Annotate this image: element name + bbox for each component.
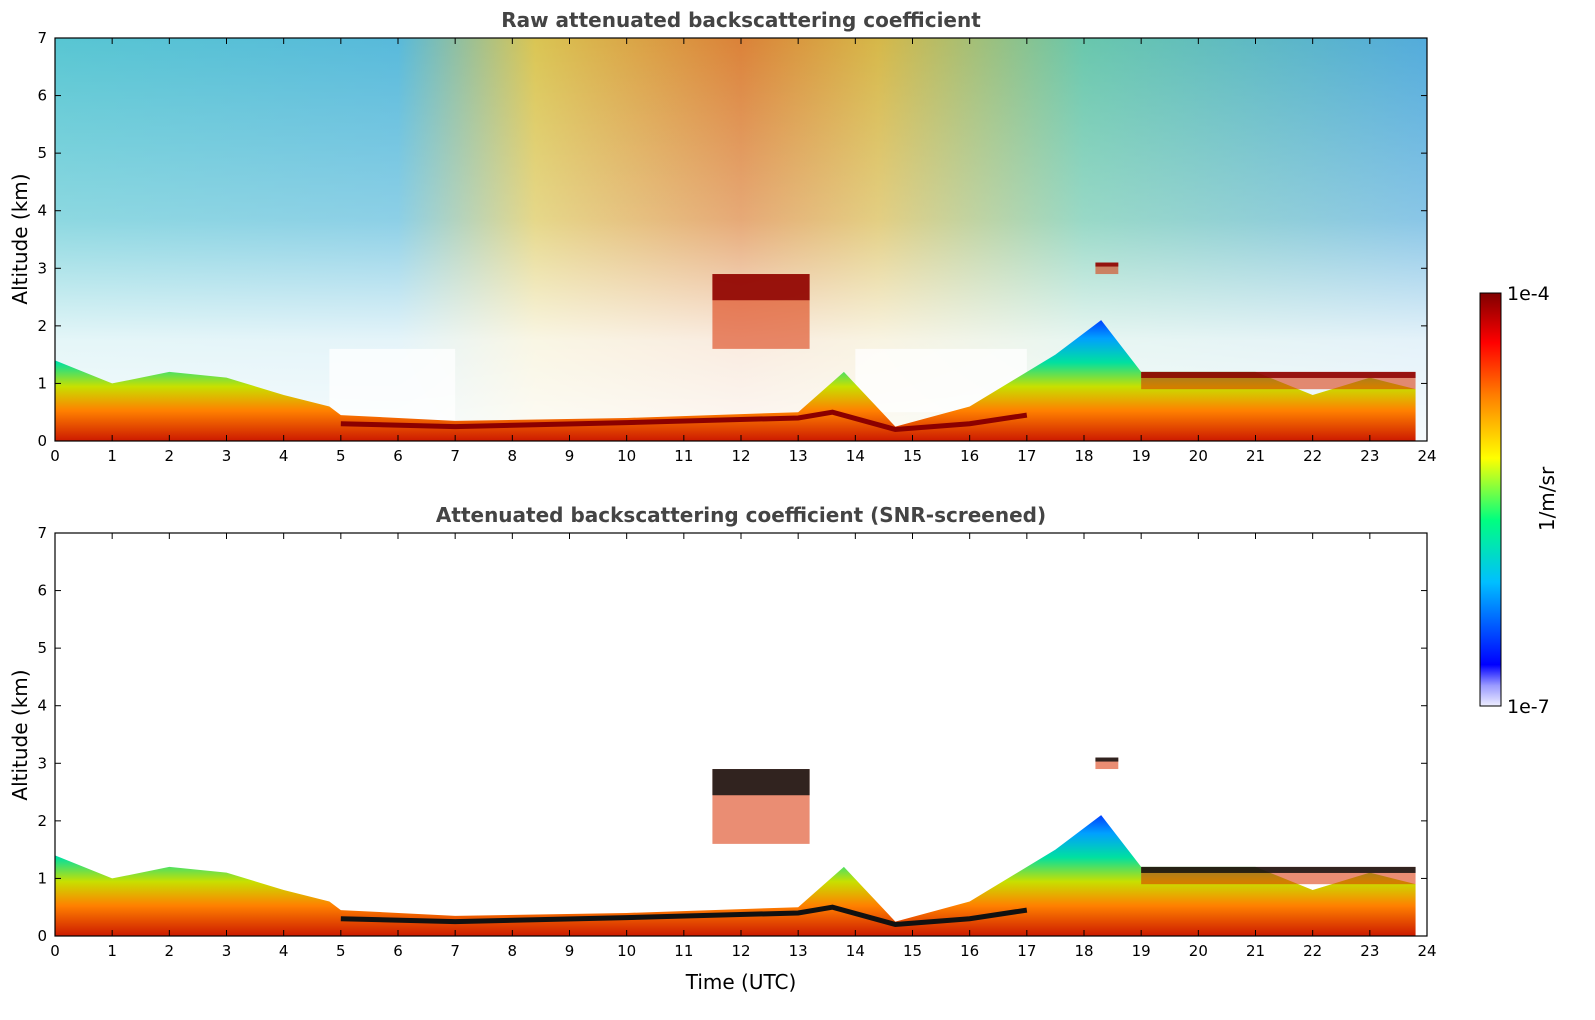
x-tick-label: 3 bbox=[222, 447, 232, 465]
x-tick-label: 18 bbox=[1074, 447, 1093, 465]
x-tick-label: 16 bbox=[960, 942, 979, 960]
x-tick-label: 21 bbox=[1246, 447, 1265, 465]
x-tick-label: 13 bbox=[789, 942, 808, 960]
y-tick-label: 4 bbox=[37, 697, 47, 715]
boundary-layer-line bbox=[340, 904, 1028, 928]
x-tick-label: 9 bbox=[565, 447, 575, 465]
x-tick-label: 20 bbox=[1189, 942, 1208, 960]
x-tick-label: 9 bbox=[565, 942, 575, 960]
screened-panel-title: Attenuated backscattering coefficient (S… bbox=[436, 503, 1046, 527]
x-tick-label: 14 bbox=[846, 942, 865, 960]
colorbar-max-label: 1e-4 bbox=[1507, 283, 1550, 305]
y-tick-label: 3 bbox=[37, 754, 47, 772]
x-tick-label: 4 bbox=[279, 447, 289, 465]
y-tick-label: 0 bbox=[37, 432, 47, 450]
cloud-top-edge bbox=[712, 769, 810, 796]
x-tick-label: 23 bbox=[1360, 942, 1379, 960]
y-tick-label: 6 bbox=[37, 582, 47, 600]
boundary-layer-line bbox=[340, 409, 1028, 433]
x-tick-label: 24 bbox=[1417, 942, 1436, 960]
x-tick-label: 11 bbox=[674, 447, 693, 465]
x-tick-label: 3 bbox=[222, 942, 232, 960]
y-tick-label: 2 bbox=[37, 812, 47, 830]
x-tick-label: 12 bbox=[731, 942, 750, 960]
screened-heatmap bbox=[55, 533, 1427, 936]
x-tick-label: 20 bbox=[1189, 447, 1208, 465]
x-tick-label: 5 bbox=[336, 447, 346, 465]
cloud-top-edge bbox=[1141, 371, 1416, 378]
cloud-top-edge bbox=[1095, 262, 1119, 267]
screened-panel: Attenuated backscattering coefficient (S… bbox=[8, 503, 1437, 994]
y-tick-label: 0 bbox=[37, 927, 47, 945]
x-tick-label: 10 bbox=[617, 447, 636, 465]
colorbar-unit-label: 1/m/sr bbox=[1535, 466, 1559, 531]
y-tick-label: 5 bbox=[37, 639, 47, 657]
y-tick-label: 2 bbox=[37, 317, 47, 335]
x-tick-label: 8 bbox=[508, 447, 518, 465]
raw-y-axis-label: Altitude (km) bbox=[8, 173, 32, 304]
x-tick-label: 11 bbox=[674, 942, 693, 960]
x-tick-label: 5 bbox=[336, 942, 346, 960]
x-tick-label: 16 bbox=[960, 447, 979, 465]
screened-y-axis-label: Altitude (km) bbox=[8, 669, 32, 800]
x-tick-label: 21 bbox=[1246, 942, 1265, 960]
y-tick-label: 4 bbox=[37, 202, 47, 220]
x-tick-label: 2 bbox=[165, 447, 175, 465]
y-tick-label: 1 bbox=[37, 869, 47, 887]
x-tick-label: 1 bbox=[107, 942, 117, 960]
x-tick-label: 24 bbox=[1417, 447, 1436, 465]
y-tick-label: 5 bbox=[37, 144, 47, 162]
colorbar: 1e-4 1e-7 1/m/sr bbox=[1479, 283, 1559, 718]
x-tick-label: 4 bbox=[279, 942, 289, 960]
y-tick-label: 7 bbox=[37, 524, 47, 542]
colorbar-gradient bbox=[1479, 292, 1502, 707]
x-tick-label: 8 bbox=[508, 942, 518, 960]
x-tick-label: 18 bbox=[1074, 942, 1093, 960]
cloud-layer bbox=[1095, 757, 1119, 770]
x-tick-label: 0 bbox=[50, 942, 60, 960]
x-tick-label: 19 bbox=[1132, 447, 1151, 465]
x-tick-label: 7 bbox=[450, 447, 460, 465]
x-tick-label: 15 bbox=[903, 942, 922, 960]
x-tick-label: 6 bbox=[393, 942, 403, 960]
x-tick-label: 6 bbox=[393, 447, 403, 465]
x-tick-label: 7 bbox=[450, 942, 460, 960]
low-signal-gap bbox=[329, 348, 456, 424]
x-tick-label: 22 bbox=[1303, 447, 1322, 465]
x-tick-label: 17 bbox=[1017, 942, 1036, 960]
x-tick-label: 22 bbox=[1303, 942, 1322, 960]
y-tick-label: 6 bbox=[37, 87, 47, 105]
aerosol-layer bbox=[55, 815, 1416, 936]
y-tick-label: 1 bbox=[37, 374, 47, 392]
y-tick-label: 3 bbox=[37, 259, 47, 277]
x-tick-label: 14 bbox=[846, 447, 865, 465]
x-tick-label: 15 bbox=[903, 447, 922, 465]
x-tick-label: 13 bbox=[789, 447, 808, 465]
x-tick-label: 2 bbox=[165, 942, 175, 960]
cloud-top-edge bbox=[712, 274, 810, 301]
x-tick-label: 0 bbox=[50, 447, 60, 465]
x-tick-label: 17 bbox=[1017, 447, 1036, 465]
x-axis-label: Time (UTC) bbox=[685, 970, 797, 994]
x-tick-label: 23 bbox=[1360, 447, 1379, 465]
x-tick-label: 19 bbox=[1132, 942, 1151, 960]
raw-panel: Raw attenuated backscattering coefficien… bbox=[8, 8, 1437, 465]
x-tick-label: 10 bbox=[617, 942, 636, 960]
x-tick-label: 1 bbox=[107, 447, 117, 465]
cloud-top-edge bbox=[1141, 866, 1416, 873]
raw-heatmap bbox=[55, 38, 1427, 441]
aerosol-layer bbox=[55, 320, 1416, 441]
raw-panel-title: Raw attenuated backscattering coefficien… bbox=[501, 8, 981, 32]
cloud-top-edge bbox=[1095, 757, 1119, 762]
colorbar-min-label: 1e-7 bbox=[1507, 696, 1550, 718]
cloud-layer bbox=[1095, 262, 1119, 275]
y-tick-label: 7 bbox=[37, 29, 47, 47]
x-tick-label: 12 bbox=[731, 447, 750, 465]
